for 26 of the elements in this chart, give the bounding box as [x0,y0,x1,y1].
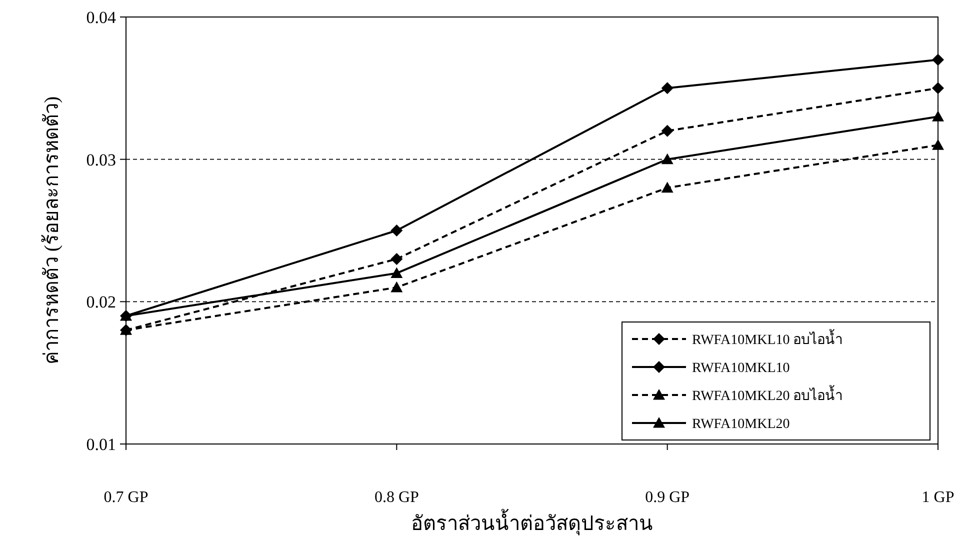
point [390,281,403,292]
point [661,124,674,137]
legend-label: RWFA10MKL20 อบไอน้ำ [692,385,844,404]
point [932,139,944,150]
point [661,182,674,193]
y-tick-label: 0.03 [86,150,116,170]
y-axis-title: ค่าการหดตัว (ร้อยละการหดตัว) [41,96,63,365]
legend-label: RWFA10MKL10 อบไอน้ำ [692,329,844,348]
point [390,224,403,236]
x-tick-label: 1 GP [922,489,954,506]
point [661,82,674,94]
x-tick-label: 0.9 GP [645,489,690,506]
y-tick-label: 0.02 [86,292,116,312]
x-tick-label: 0.8 GP [374,489,419,506]
point [932,82,944,94]
point [390,252,403,265]
point [390,267,403,278]
point [932,110,944,122]
y-tick-label: 0.01 [86,435,116,454]
y-tick-label: 0.04 [86,8,116,27]
point [661,153,674,164]
x-tick-label: 0.7 GP [104,489,148,506]
legend-label: RWFA10MKL20 [692,417,790,432]
x-axis-title: อัตราส่วนน้ำต่อวัสดุประสาน [411,509,653,536]
point [932,54,944,66]
legend-label: RWFA10MKL10 [692,361,790,376]
